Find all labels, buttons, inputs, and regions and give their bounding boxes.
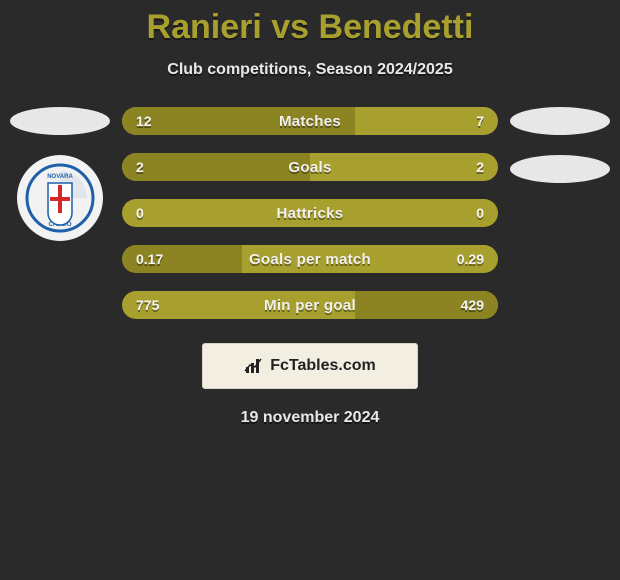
stat-value-right: 429 <box>461 297 484 313</box>
bar-chart-icon <box>244 357 264 375</box>
stat-bars: 12 Matches 7 2 Goals 2 0 Hattricks 0 <box>122 107 498 319</box>
stat-value-left: 775 <box>136 297 159 313</box>
left-club-badge: NOVARA CALCIO <box>17 155 103 241</box>
stat-label: Goals <box>288 159 331 176</box>
page-title: Ranieri vs Benedetti <box>0 8 620 47</box>
stat-value-left: 0 <box>136 205 144 221</box>
stat-label: Hattricks <box>277 205 344 222</box>
svg-text:NOVARA: NOVARA <box>47 174 73 180</box>
stat-fill-left <box>122 153 310 181</box>
left-logo-column: NOVARA CALCIO <box>10 107 110 241</box>
comparison-widget: Ranieri vs Benedetti Club competitions, … <box>0 0 620 427</box>
stat-row-matches: 12 Matches 7 <box>122 107 498 135</box>
footer-date: 19 november 2024 <box>0 409 620 427</box>
stat-row-goals: 2 Goals 2 <box>122 153 498 181</box>
right-placeholder-oval-2 <box>510 155 610 183</box>
novara-badge-icon: NOVARA CALCIO <box>25 163 95 233</box>
stat-value-right: 0.29 <box>457 251 484 267</box>
content-row: NOVARA CALCIO 12 Matches 7 2 <box>0 107 620 319</box>
stat-value-left: 2 <box>136 159 144 175</box>
source-badge-link[interactable]: FcTables.com <box>202 343 418 389</box>
stat-value-left: 12 <box>136 113 152 129</box>
left-placeholder-oval <box>10 107 110 135</box>
page-subtitle: Club competitions, Season 2024/2025 <box>0 61 620 79</box>
stat-value-right: 0 <box>476 205 484 221</box>
stat-row-goals-per-match: 0.17 Goals per match 0.29 <box>122 245 498 273</box>
stat-row-min-per-goal: 775 Min per goal 429 <box>122 291 498 319</box>
stat-row-hattricks: 0 Hattricks 0 <box>122 199 498 227</box>
stat-value-right: 7 <box>476 113 484 129</box>
right-placeholder-oval-1 <box>510 107 610 135</box>
stat-label: Min per goal <box>264 297 356 314</box>
stat-value-right: 2 <box>476 159 484 175</box>
right-logo-column <box>510 107 610 183</box>
source-badge-text: FcTables.com <box>270 357 376 375</box>
stat-label: Matches <box>279 113 341 130</box>
stat-label: Goals per match <box>249 251 371 268</box>
stat-value-left: 0.17 <box>136 251 163 267</box>
